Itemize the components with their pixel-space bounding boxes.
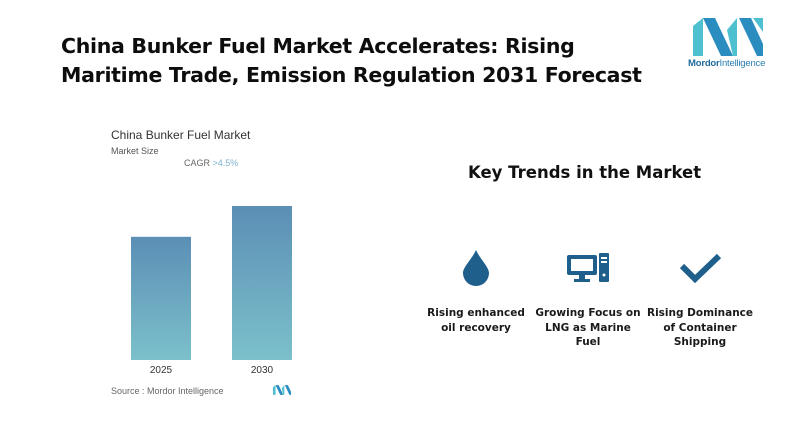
source-logo-icon [273,385,291,395]
brand-name: MordorIntelligence [688,58,778,69]
bar-2025 [131,236,191,360]
page-headline: China Bunker Fuel Market Accelerates: Ri… [61,34,642,87]
chart-source: Source : Mordor Intelligence [111,386,224,396]
trend-item: Growing Focus on LNG as Marine Fuel [533,248,643,350]
desktop-computer-icon [533,248,643,288]
key-trends-title: Key Trends in the Market [468,163,702,182]
trend-label: Rising Dominance of Container Shipping [646,307,754,348]
trend-label: Growing Focus on LNG as Marine Fuel [535,307,641,348]
water-drop-icon [421,248,531,288]
trend-item: Rising Dominance of Container Shipping [645,248,755,350]
brand-name-bold: Mordor [688,58,720,69]
chart-title: China Bunker Fuel Market [111,128,251,142]
cagr-label: CAGR [184,158,213,168]
chart-subtitle: Market Size [111,146,159,156]
cagr-value: >4.5% [212,158,239,168]
x-tick-label: 2030 [251,365,274,376]
bar-chart: 2025 2030 [131,206,292,376]
trend-item: Rising enhanced oil recovery [421,248,531,335]
trend-label: Rising enhanced oil recovery [427,307,525,334]
cagr-annotation: CAGR >4.5% [184,158,238,168]
brand-name-rest: Intelligence [719,58,766,69]
bar-2030 [232,206,292,360]
checkmark-icon [645,248,755,288]
brand-logo: MordorIntelligence [688,18,778,70]
x-tick-label: 2025 [150,365,173,376]
mordor-intelligence-logo-icon [693,18,763,56]
